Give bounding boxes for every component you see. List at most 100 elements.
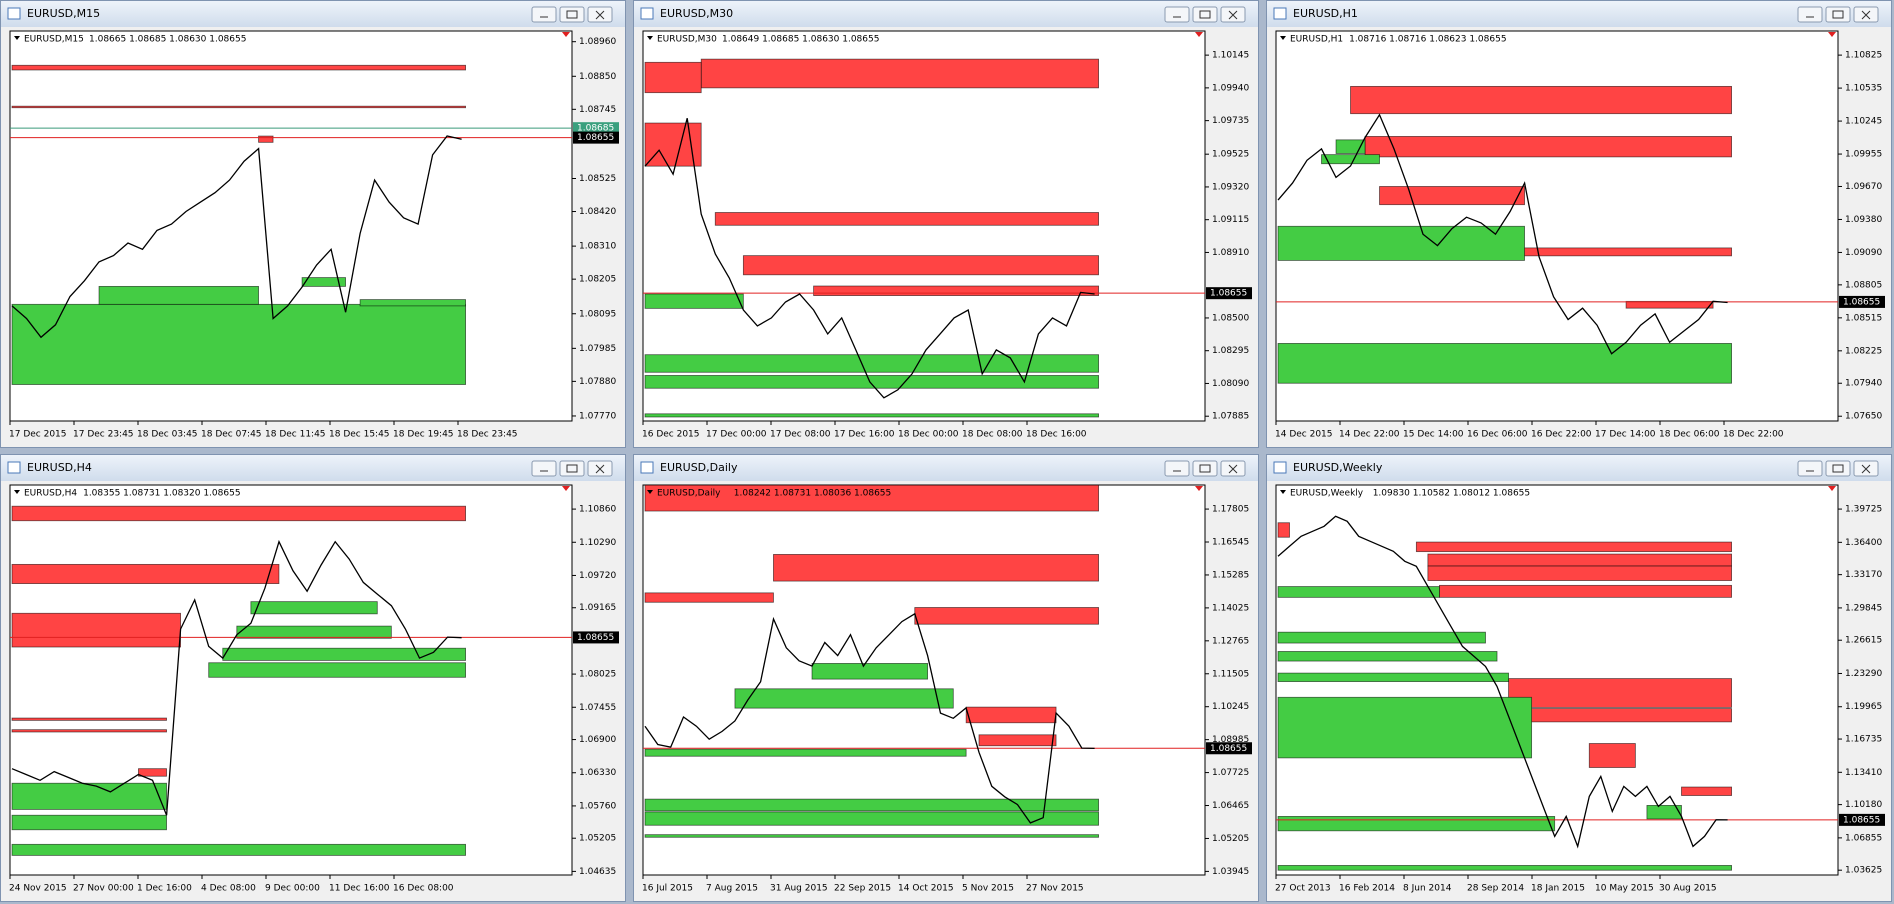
x-tick-label: 17 Dec 08:00 [770, 430, 831, 440]
zone [11, 64, 467, 71]
ohlc-header: 1.08242 1.08731 1.08036 1.08655 [734, 489, 891, 499]
zone [11, 505, 467, 522]
zone [222, 647, 467, 661]
chart-window: EURUSD,M15 EURUSD,M15 1.08665 1.08685 1.08… [0, 0, 626, 448]
y-tick-label: 1.05205 [579, 834, 616, 844]
header-arrow [647, 36, 653, 40]
zone [11, 782, 167, 810]
window-title: EURUSD,H4 [27, 461, 92, 474]
y-tick-label: 1.08850 [579, 72, 616, 82]
minimize-button[interactable] [1164, 6, 1190, 23]
minimize-button[interactable] [1797, 460, 1823, 477]
x-tick-label: 16 Feb 2014 [1339, 884, 1395, 894]
zone [1335, 139, 1366, 154]
zone [1508, 678, 1733, 708]
x-tick-label: 16 Dec 08:00 [393, 884, 454, 894]
title-bar [1, 1, 625, 27]
title-bar [634, 1, 1258, 27]
price-label-box [1839, 295, 1885, 308]
zone [644, 293, 744, 309]
zone [258, 135, 274, 143]
x-tick-label: 17 Dec 2015 [9, 430, 67, 440]
minimize-button[interactable] [1797, 6, 1823, 23]
x-tick-label: 16 Jul 2015 [642, 884, 693, 894]
zone [644, 485, 1100, 512]
y-tick-label: 1.09670 [1845, 182, 1882, 192]
maximize-button[interactable] [1192, 6, 1218, 23]
one-click-marker [1195, 32, 1203, 37]
plot-content [1276, 85, 1838, 384]
window-icon [1273, 7, 1287, 20]
price-series [644, 612, 1095, 824]
header-arrow [1280, 490, 1286, 494]
chart-symbol: EURUSD,H4 [24, 489, 77, 499]
x-tick-label: 14 Dec 22:00 [1339, 430, 1400, 440]
x-tick-label: 9 Dec 00:00 [265, 884, 320, 894]
y-tick-label: 1.10180 [1845, 800, 1882, 810]
price-label: 1.08655 [1210, 289, 1247, 299]
minimize-button[interactable] [531, 460, 557, 477]
x-tick-label: 18 Dec 00:00 [898, 430, 959, 440]
y-tick-label: 1.07770 [579, 411, 616, 421]
price-series [1277, 113, 1728, 355]
zone [1277, 586, 1440, 598]
y-tick-label: 1.10245 [1212, 702, 1249, 712]
zone [1277, 816, 1556, 832]
window-title: EURUSD,H1 [1293, 7, 1358, 20]
zone [11, 717, 167, 721]
y-tick-label: 1.05205 [1212, 834, 1249, 844]
zone [644, 61, 702, 94]
minimize-button[interactable] [531, 6, 557, 23]
zone [773, 554, 1099, 582]
y-tick-label: 1.09090 [1845, 248, 1882, 258]
zone [1277, 631, 1486, 644]
y-tick-label: 1.08985 [1212, 735, 1249, 745]
y-tick-label: 1.07725 [1212, 768, 1249, 778]
maximize-button[interactable] [1825, 6, 1851, 23]
x-tick-label: 27 Oct 2013 [1275, 884, 1331, 894]
y-tick-label: 1.10825 [1845, 51, 1882, 61]
zone [1427, 553, 1733, 567]
window-title: EURUSD,Daily [660, 461, 738, 474]
chart-symbol: EURUSD,Daily [657, 489, 721, 499]
y-tick-label: 1.16545 [1212, 538, 1249, 548]
zone [1277, 672, 1509, 682]
chart-symbol: EURUSD,M30 [657, 35, 717, 45]
zone [644, 592, 774, 603]
y-tick-label: 1.09320 [1212, 182, 1249, 192]
x-tick-label: 18 Dec 11:45 [265, 430, 326, 440]
price-series [644, 118, 1095, 399]
maximize-button[interactable] [559, 460, 585, 477]
x-tick-label: 17 Dec 23:45 [73, 430, 134, 440]
y-tick-label: 1.06330 [579, 768, 616, 778]
zone [644, 811, 1100, 826]
zone [644, 413, 1100, 418]
y-tick-label: 1.08745 [579, 105, 616, 115]
y-tick-label: 1.03945 [1212, 867, 1249, 877]
window-icon [7, 7, 21, 20]
y-tick-label: 1.07940 [1845, 379, 1882, 389]
y-tick-label: 1.33170 [1845, 570, 1882, 580]
maximize-button[interactable] [1825, 460, 1851, 477]
minimize-button[interactable] [1164, 460, 1190, 477]
x-tick-label: 18 Dec 08:00 [962, 430, 1023, 440]
y-tick-label: 1.26615 [1845, 636, 1882, 646]
y-tick-label: 1.19965 [1845, 702, 1882, 712]
y-tick-label: 1.09115 [1212, 215, 1249, 225]
zone [1277, 522, 1290, 538]
ohlc-header: 1.09830 1.10582 1.08012 1.08655 [1373, 489, 1530, 499]
zone [644, 375, 1100, 389]
x-tick-label: 27 Nov 00:00 [73, 884, 134, 894]
price-series [1277, 515, 1728, 849]
maximize-button[interactable] [1192, 460, 1218, 477]
zone [1277, 343, 1733, 384]
x-tick-label: 14 Oct 2015 [898, 884, 954, 894]
zone [965, 706, 1057, 724]
x-tick-label: 15 Dec 14:00 [1403, 430, 1464, 440]
price-label: 1.08655 [577, 133, 614, 143]
zone [644, 834, 1100, 838]
window-icon [1273, 461, 1287, 474]
zone [11, 843, 467, 856]
maximize-button[interactable] [559, 6, 585, 23]
